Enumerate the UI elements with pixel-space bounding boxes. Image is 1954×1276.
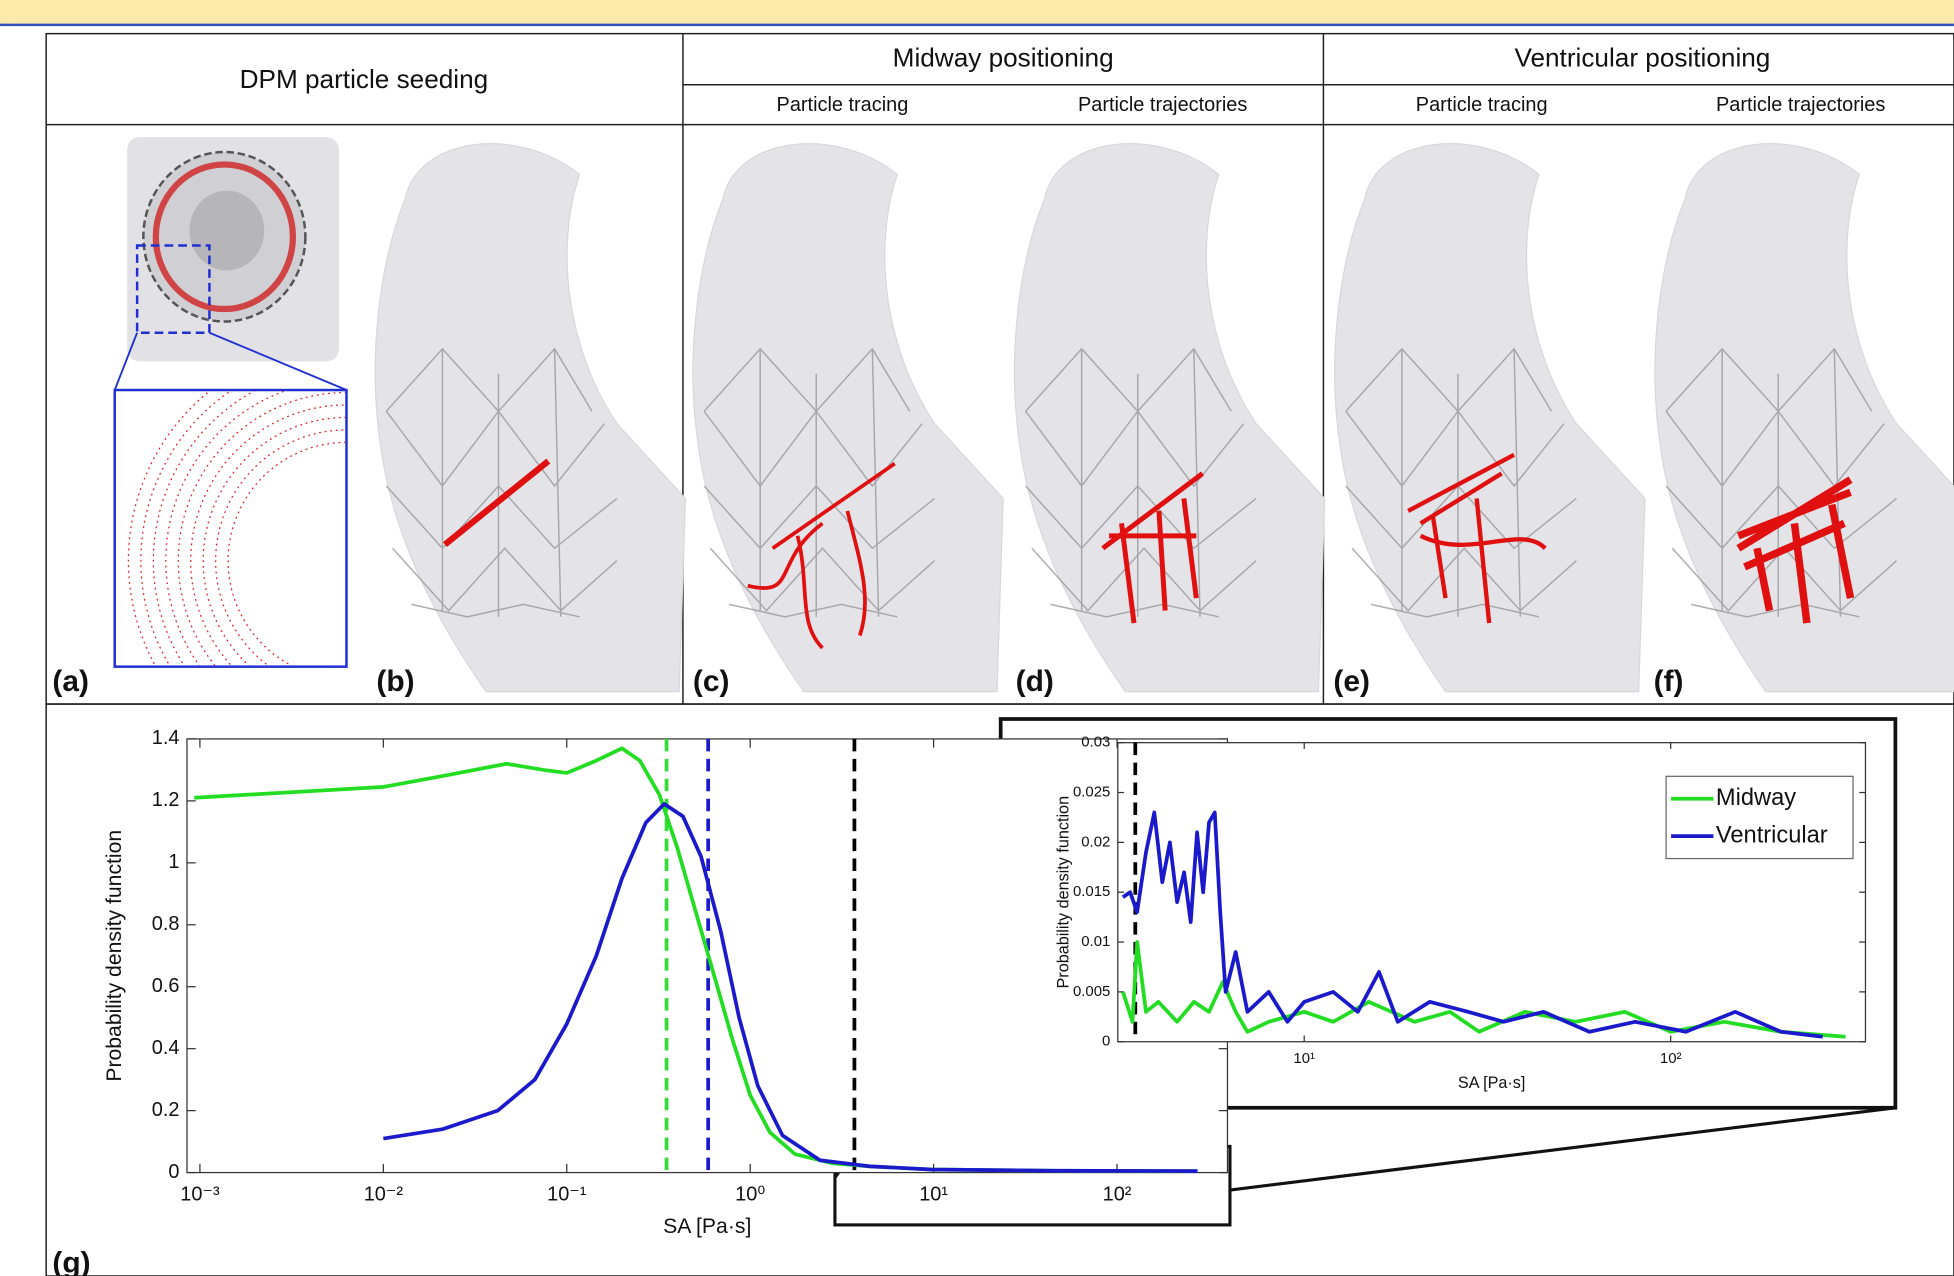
panel-label: (c) [693,665,730,698]
x-axis-label: SA [Pa·s] [663,1215,751,1238]
x-tick-label: 10² [1103,1183,1132,1205]
column-title: Ventricular positioning [1514,43,1770,73]
x-tick-label: 10⁻² [364,1183,404,1205]
x-axis-label: SA [Pa·s] [1458,1074,1525,1092]
y-tick-label: 1.4 [152,727,180,749]
aorta-render [1655,144,1954,692]
column-subtitle: Particle trajectories [1716,94,1885,116]
y-tick-label: 0.01 [1081,933,1110,950]
y-tick-label: 0.6 [152,975,180,997]
y-tick-label: 0.8 [152,913,180,935]
x-tick-label: 10¹ [1293,1050,1315,1067]
column-subtitle: Particle tracing [777,94,909,116]
x-tick-label: 10⁰ [735,1183,765,1205]
panel-label: (d) [1016,665,1054,698]
y-tick-label: 0.2 [152,1099,180,1121]
panel-label: (a) [52,665,89,698]
column-title: DPM particle seeding [240,64,489,94]
panel-label: (f) [1654,665,1684,698]
aorta-render [693,144,1003,692]
y-tick-label: 0.03 [1081,734,1110,751]
y-tick-label: 0.015 [1073,883,1110,900]
y-tick-label: 1.2 [152,789,180,811]
legend-label: Midway [1716,785,1796,811]
figure: DPM particle seeding Midway positioning … [0,0,1954,1276]
x-tick-label: 10⁻³ [180,1183,220,1205]
panel-label: (g) [52,1247,90,1276]
y-tick-label: 0 [1102,1033,1110,1050]
y-tick-label: 0.005 [1073,983,1110,1000]
y-tick-label: 0.025 [1073,783,1110,800]
aorta-render [1335,144,1645,692]
y-axis-label: Probability density function [1054,796,1072,989]
banner [0,0,1954,25]
panel-label: (b) [376,665,414,698]
page: {"figure": { "columns": [ {"title": "DPM… [0,0,1954,1276]
y-axis-label: Probability density function [103,830,126,1082]
x-tick-label: 10¹ [919,1183,948,1205]
aorta-render [375,144,685,692]
panel-label: (e) [1333,665,1370,698]
aorta-render [1014,144,1324,692]
y-tick-label: 0.02 [1081,833,1110,850]
y-tick-label: 0.4 [152,1037,180,1059]
column-subtitle: Particle tracing [1416,94,1548,116]
x-tick-label: 10² [1660,1050,1682,1067]
column-title: Midway positioning [893,43,1114,73]
column-subtitle: Particle trajectories [1078,94,1247,116]
x-tick-label: 10⁻¹ [547,1183,587,1205]
legend-label: Ventricular [1716,822,1828,848]
y-tick-label: 1 [168,851,179,873]
y-tick-label: 0 [168,1161,179,1183]
